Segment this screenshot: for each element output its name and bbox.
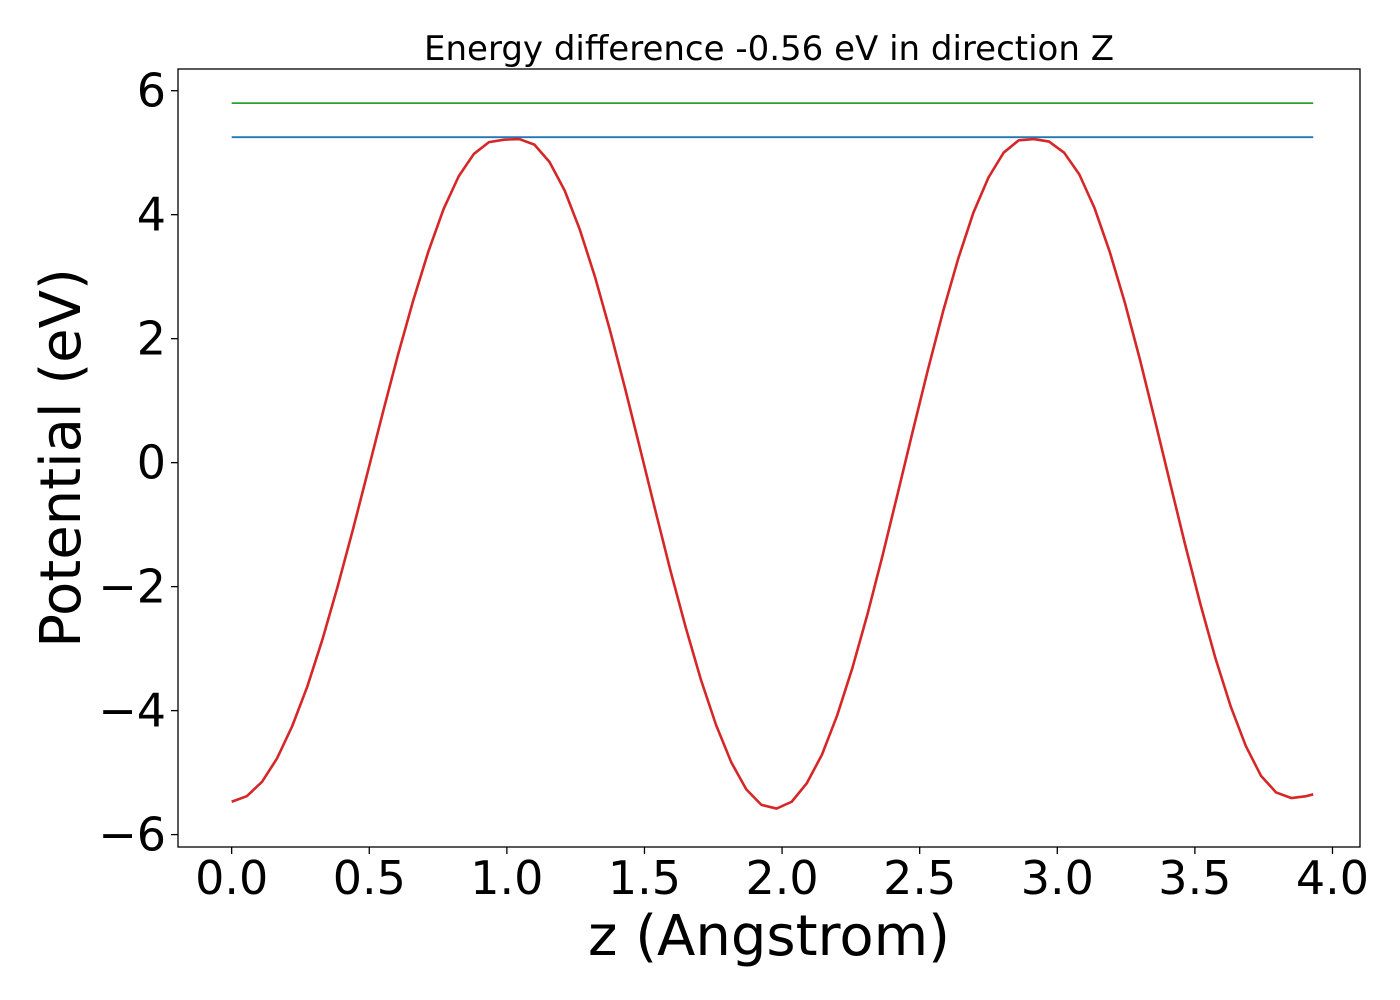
x-tick-label: 4.0: [1296, 851, 1369, 905]
plot-area: [231, 102, 1314, 810]
x-tick-label: 2.0: [745, 851, 818, 905]
y-axis-label: Potential (eV): [29, 268, 94, 648]
series-line-1: [231, 137, 1314, 810]
y-axis: −6 −4 −2 0 2 4 6: [98, 64, 178, 862]
x-tick-label: 1.5: [608, 851, 681, 905]
y-tick-label: 0: [137, 436, 166, 490]
x-tick-label: 1.0: [470, 851, 543, 905]
x-tick-label: 0.5: [333, 851, 406, 905]
x-tick-label: 2.5: [883, 851, 956, 905]
x-tick-label: 3.0: [1021, 851, 1094, 905]
x-axis-label: z (Angstrom): [588, 904, 950, 969]
chart-title: Energy difference -0.56 eV in direction …: [424, 29, 1114, 69]
plot-frame: [177, 68, 1361, 848]
y-tick-label: −4: [98, 684, 166, 738]
y-tick-label: −6: [98, 808, 166, 862]
y-tick-label: 2: [137, 312, 166, 366]
y-tick-label: 4: [137, 188, 166, 242]
x-tick-label: 3.5: [1158, 851, 1231, 905]
x-tick-label: 0.0: [195, 851, 268, 905]
y-tick-label: −2: [98, 560, 166, 614]
y-tick-label: 6: [137, 64, 166, 118]
x-axis: 0.0 0.5 1.0 1.5 2.0 2.5 3.0 3.5 4.0: [195, 847, 1369, 905]
